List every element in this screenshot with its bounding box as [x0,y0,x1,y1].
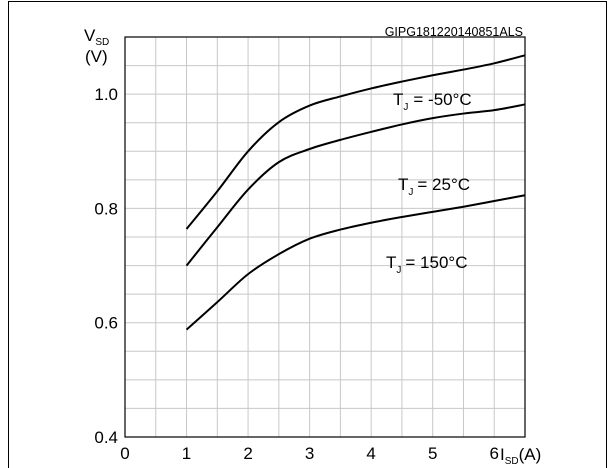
y-tick-label: 0.4 [94,428,118,447]
y-axis-label-sub: SD [95,37,109,48]
x-tick-label: 0 [120,444,129,463]
x-tick-label: 1 [182,444,191,463]
svg-text:ISD(A): ISD(A) [500,445,541,467]
series-curve-2 [185,194,526,331]
x-axis-label-sub: SD [505,456,519,467]
svg-text:VSD: VSD [84,26,109,48]
x-tick-label: 5 [428,444,437,463]
x-axis-label: ISD(A) [500,445,541,467]
x-tick-label: 3 [305,444,314,463]
series-label-25: TJ = 25°C [398,175,470,198]
x-tick-label: 4 [366,444,375,463]
x-axis-unit: (A) [519,445,542,464]
x-axis-label-main: I [500,445,505,464]
plot-frame [124,36,526,438]
y-tick-label: 0.8 [94,199,118,218]
series-label-150: TJ = 150°C [386,253,467,276]
series-curve-1 [185,103,526,267]
y-ticks: 0.4 0.6 0.8 1.0 [94,85,118,447]
y-axis-label-main: V [84,26,96,45]
curves [185,54,526,331]
svg-text:TJ= -50°C: TJ = -50°C [393,90,472,113]
x-ticks: 0 1 2 3 4 5 6 [120,444,499,463]
outer-border [8,1,607,468]
code-label: GIPG181220140851ALS [385,25,523,39]
y-axis-unit: (V) [85,47,108,66]
svg-text:TJ= 25°C: TJ = 25°C [398,175,470,198]
x-tick-label: 2 [243,444,252,463]
series-curve-0 [185,54,526,230]
grid [125,37,525,437]
y-tick-label: 0.6 [94,314,118,333]
series-label-neg50: TJ = -50°C [393,90,472,113]
svg-text:TJ= 150°C: TJ = 150°C [386,253,467,276]
y-tick-label: 1.0 [94,85,118,104]
y-axis-label: VSD (V) [84,26,109,66]
x-tick-label: 6 [489,444,498,463]
